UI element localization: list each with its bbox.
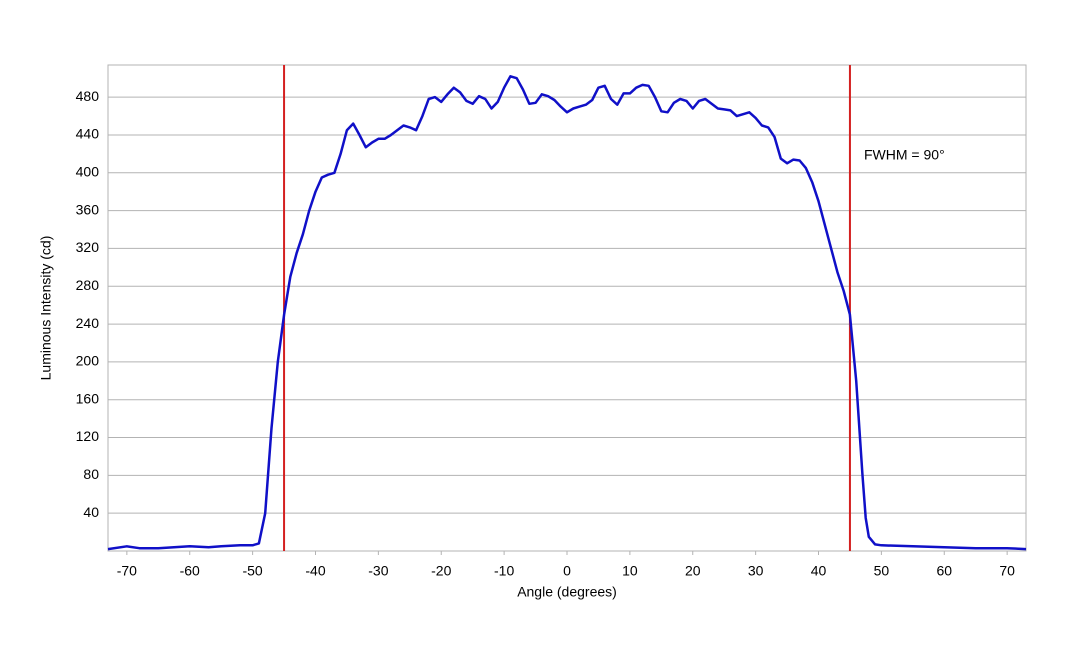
y-tick-label: 440 bbox=[76, 126, 100, 142]
y-tick-label: 240 bbox=[76, 315, 100, 331]
y-tick-label: 480 bbox=[76, 88, 100, 104]
y-tick-label: 200 bbox=[76, 353, 100, 369]
annotation: FWHM = 90° bbox=[864, 147, 945, 163]
x-tick-label: 70 bbox=[999, 563, 1015, 579]
x-tick-label: 50 bbox=[874, 563, 890, 579]
x-tick-label: -20 bbox=[431, 563, 451, 579]
y-tick-label: 80 bbox=[83, 466, 99, 482]
x-tick-label: -40 bbox=[305, 563, 325, 579]
y-axis-title: Luminous Intensity (cd) bbox=[38, 236, 54, 381]
x-tick-label: 60 bbox=[936, 563, 952, 579]
plot-frame bbox=[107, 64, 1027, 552]
x-tick-label: -60 bbox=[180, 563, 200, 579]
y-tick-label: 280 bbox=[76, 277, 100, 293]
x-tick-label: 20 bbox=[685, 563, 701, 579]
x-tick-label: 10 bbox=[622, 563, 638, 579]
y-tick-label: 160 bbox=[76, 390, 100, 406]
y-tick-label: 40 bbox=[83, 504, 99, 520]
y-tick-label: 400 bbox=[76, 163, 100, 179]
y-tick-label: 320 bbox=[76, 239, 100, 255]
x-axis-title: Angle (degrees) bbox=[517, 584, 617, 600]
x-tick-label: -30 bbox=[368, 563, 388, 579]
x-tick-label: -70 bbox=[117, 563, 137, 579]
y-tick-label: 360 bbox=[76, 201, 100, 217]
data-line bbox=[107, 75, 1027, 551]
x-tick-label: -10 bbox=[494, 563, 514, 579]
x-tick-label: 0 bbox=[563, 563, 571, 579]
x-tick-label: 40 bbox=[811, 563, 827, 579]
x-tick-label: -50 bbox=[242, 563, 262, 579]
x-tick-label: 30 bbox=[748, 563, 764, 579]
y-tick-label: 120 bbox=[76, 428, 100, 444]
